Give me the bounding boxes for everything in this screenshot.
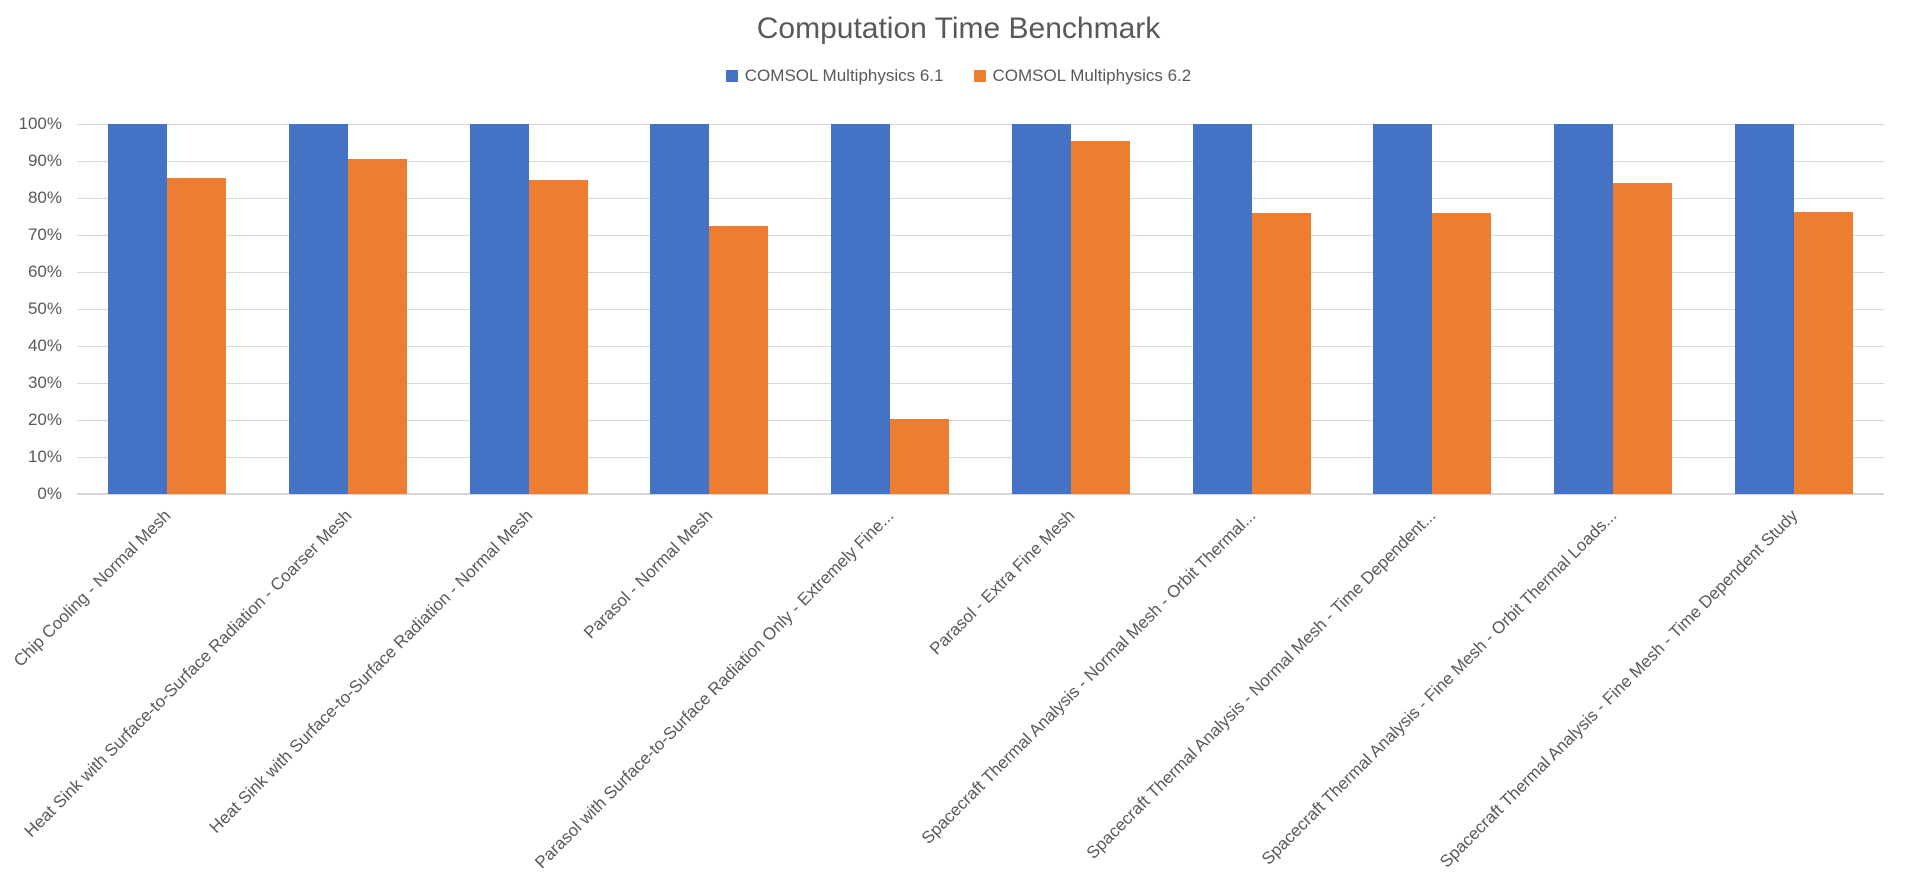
y-axis-tick-label: 100% — [18, 114, 62, 133]
legend-swatch-icon — [973, 70, 986, 82]
gridline-100 — [77, 123, 1884, 125]
bar-series-2-category-5 — [890, 418, 950, 494]
y-axis-tick-label: 30% — [27, 373, 62, 392]
bar-series-2-category-1 — [167, 177, 227, 494]
x-axis-category-label: Spacecraft Thermal Analysis - Normal Mes… — [1083, 506, 1440, 863]
bar-series-1-category-2 — [289, 124, 349, 494]
gridline-90 — [77, 160, 1884, 162]
x-axis-category-label: Spacecraft Thermal Analysis - Fine Mesh … — [1435, 506, 1802, 872]
legend-label: COMSOL Multiphysics 6.1 — [744, 66, 944, 85]
bar-series-2-category-3 — [528, 179, 588, 494]
gridline-20 — [77, 419, 1884, 421]
bar-series-1-category-10 — [1734, 124, 1794, 494]
legend-swatch-icon — [725, 70, 738, 82]
y-axis-tick-label: 40% — [27, 336, 62, 355]
x-axis-category-label: Parasol with Surface-to-Surface Radiatio… — [531, 506, 898, 873]
gridline-70 — [77, 234, 1884, 236]
y-axis-tick-label: 10% — [27, 447, 62, 466]
chart-title: Computation Time Benchmark — [756, 12, 1161, 45]
legend-item-comsol-6-2: COMSOL Multiphysics 6.2 — [973, 66, 1192, 86]
bar-series-2-category-8 — [1432, 212, 1492, 494]
x-axis-line — [77, 493, 1884, 495]
bar-series-2-category-9 — [1612, 183, 1672, 494]
bar-series-2-category-4 — [709, 225, 769, 494]
bar-series-2-category-2 — [348, 159, 408, 494]
bar-series-2-category-6 — [1070, 140, 1130, 494]
y-axis-tick-label: 50% — [27, 299, 62, 318]
bar-series-1-category-1 — [108, 124, 168, 494]
x-axis-category-label: Spacecraft Thermal Analysis - Normal Mes… — [917, 506, 1259, 848]
y-axis-tick-label: 60% — [27, 262, 62, 281]
bar-series-2-category-10 — [1793, 211, 1853, 494]
bar-series-1-category-3 — [469, 124, 529, 494]
gridline-10 — [77, 456, 1884, 458]
y-axis-tick-label: 70% — [27, 225, 62, 244]
bar-series-1-category-4 — [650, 124, 710, 494]
x-axis-category-label: Spacecraft Thermal Analysis - Fine Mesh … — [1257, 506, 1621, 869]
x-axis-category-label: Heat Sink with Surface-to-Surface Radiat… — [205, 506, 537, 837]
bar-series-1-category-7 — [1192, 124, 1252, 494]
bar-series-1-category-6 — [1011, 124, 1071, 494]
legend-item-comsol-6-1: COMSOL Multiphysics 6.1 — [725, 66, 944, 86]
y-axis-tick-label: 90% — [27, 151, 62, 170]
y-axis-tick-label: 20% — [27, 410, 62, 429]
y-axis-tick-label: 80% — [27, 188, 62, 207]
x-axis-category-label: Parasol - Extra Fine Mesh — [925, 506, 1079, 659]
bar-series-2-category-7 — [1251, 212, 1311, 494]
chart-legend: COMSOL Multiphysics 6.1 COMSOL Multiphysi… — [0, 66, 1917, 86]
gridline-40 — [77, 345, 1884, 347]
gridline-80 — [77, 197, 1884, 199]
bar-series-1-category-5 — [831, 124, 891, 494]
gridline-30 — [77, 382, 1884, 384]
x-axis-category-label: Heat Sink with Surface-to-Surface Radiat… — [20, 506, 356, 841]
x-axis-category-label: Parasol - Normal Mesh — [580, 506, 717, 643]
bar-series-1-category-9 — [1553, 124, 1613, 494]
gridline-60 — [77, 271, 1884, 273]
y-axis-tick-label: 0% — [37, 484, 62, 503]
legend-label: COMSOL Multiphysics 6.2 — [992, 66, 1192, 85]
bar-series-1-category-8 — [1373, 124, 1433, 494]
gridline-50 — [77, 308, 1884, 310]
